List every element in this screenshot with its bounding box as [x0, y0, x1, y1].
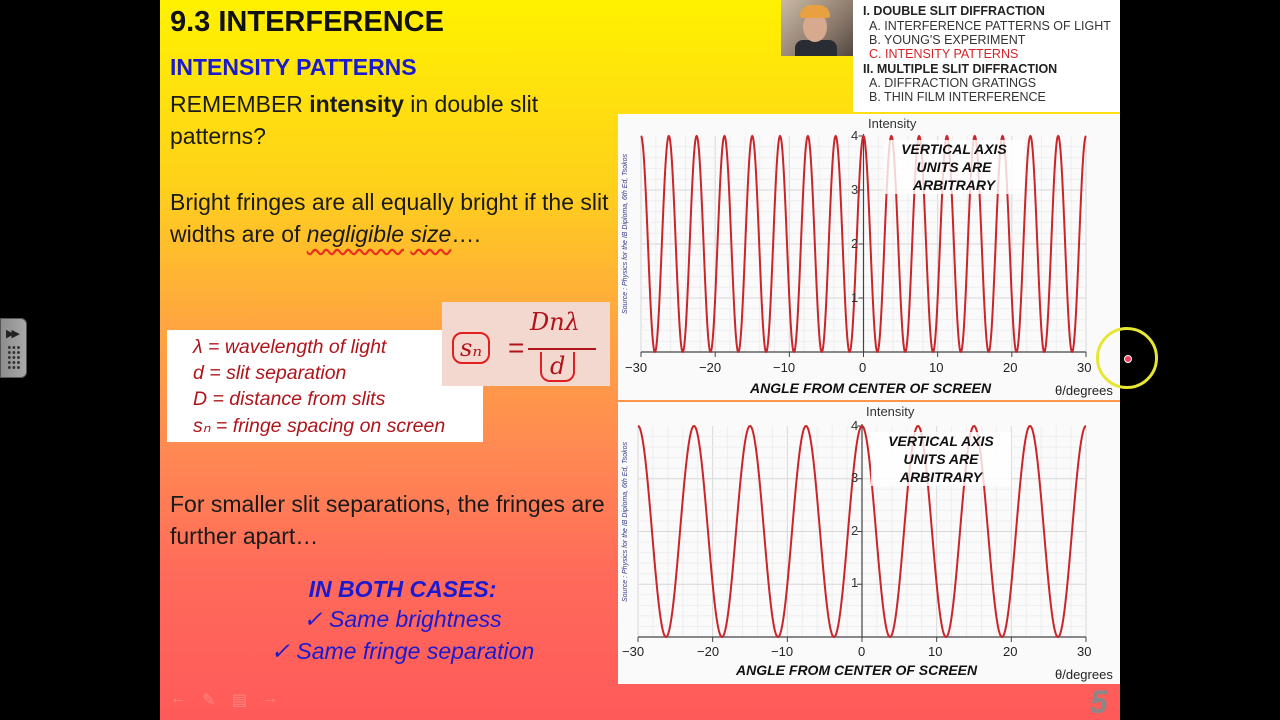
outline-item: B. THIN FILM INTERFERENCE: [869, 90, 1046, 104]
x-tick: 20: [1003, 360, 1018, 375]
x-axis-title: ANGLE FROM CENTER OF SCREEN: [736, 662, 978, 678]
x-tick: 30: [1077, 360, 1092, 375]
outline-item-active: C. INTENSITY PATTERNS: [869, 47, 1019, 61]
x-tick: 30: [1077, 644, 1092, 659]
y-axis-label: Intensity: [866, 404, 915, 419]
outline-item: II. MULTIPLE SLIT DIFFRACTION: [863, 62, 1058, 76]
pen-icon[interactable]: ✎: [202, 692, 216, 709]
cursor-pointer: [1124, 355, 1132, 363]
x-tick: −20: [697, 644, 720, 659]
definition-distance: D = distance from slits: [193, 388, 386, 410]
lesson-outline: I. DOUBLE SLIT DIFFRACTION A. INTERFEREN…: [853, 0, 1120, 112]
intensity-chart-narrow-fringes: Source : Physics for the IB Diploma, 6th…: [618, 114, 1120, 400]
chart-annotation: VERTICAL AXIS UNITS ARE ARBITRARY: [871, 432, 1011, 486]
y-tick: 2: [851, 523, 859, 538]
x-tick: 10: [929, 360, 944, 375]
x-axis-unit: θ/degrees: [1055, 383, 1113, 398]
outline-item: A. DIFFRACTION GRATINGS: [869, 76, 1037, 90]
y-tick: 3: [851, 470, 859, 485]
x-tick: 0: [859, 360, 867, 375]
x-axis-unit: θ/degrees: [1055, 667, 1113, 682]
chart-source: Source : Physics for the IB Diploma, 6th…: [622, 441, 629, 602]
fast-forward-icon[interactable]: ▶▶: [6, 328, 20, 340]
page-number: 5: [1090, 684, 1108, 720]
y-tick: 1: [851, 290, 859, 305]
x-tick: −20: [699, 360, 722, 375]
chart-plot: [640, 134, 1087, 357]
outline-item: A. INTERFERENCE PATTERNS OF LIGHT: [869, 19, 1111, 33]
outline-item: I. DOUBLE SLIT DIFFRACTION: [863, 4, 1045, 18]
formula-denominator: d: [540, 352, 576, 382]
grid-menu-icon[interactable]: [7, 345, 21, 369]
formula-numerator: Dnλ: [530, 308, 580, 336]
definition-slit-separation: d = slit separation: [193, 362, 347, 384]
smaller-separation-text: For smaller slit separations, the fringe…: [170, 491, 605, 549]
cursor-highlight: [1096, 327, 1158, 389]
fraction-bar: [528, 348, 596, 350]
x-tick: 0: [858, 644, 866, 659]
slide: 9.3 INTERFERENCE INTENSITY PATTERNS REME…: [160, 0, 1120, 720]
fringe-spacing-formula: sₙ = Dnλ d: [442, 302, 610, 386]
both-cases-item: ✓ Same fringe separation: [270, 638, 535, 664]
menu-icon[interactable]: ▤: [232, 692, 248, 709]
bright-fringes-text: Bright fringes are all equally bright if…: [170, 189, 609, 247]
intensity-chart-wide-fringes: Source : Physics for the IB Diploma, 6th…: [618, 402, 1120, 684]
y-tick: 3: [851, 182, 859, 197]
chart-annotation: VERTICAL AXIS UNITS ARE ARBITRARY: [884, 140, 1024, 194]
formula-lhs: sₙ: [452, 332, 491, 364]
x-tick: −30: [625, 360, 648, 375]
y-tick: 4: [851, 128, 859, 143]
y-tick: 4: [851, 418, 859, 433]
slide-subtitle: INTENSITY PATTERNS: [170, 54, 417, 80]
chart-plot: [637, 424, 1087, 642]
x-tick: −10: [771, 644, 794, 659]
formula-equals: =: [508, 332, 525, 363]
webcam-video: [781, 0, 853, 56]
slideshow-toolbar[interactable]: ▶▶: [0, 318, 27, 378]
both-cases-item: ✓ Same brightness: [303, 606, 502, 632]
remember-text: REMEMBER intensity in double slit patter…: [170, 91, 539, 149]
x-tick: 20: [1003, 644, 1018, 659]
definition-wavelength: λ = wavelength of light: [193, 336, 387, 358]
x-tick: −10: [773, 360, 796, 375]
definitions-box: λ = wavelength of light d = slit separat…: [167, 330, 483, 442]
x-axis-title: ANGLE FROM CENTER OF SCREEN: [750, 380, 992, 396]
next-slide-icon[interactable]: →: [262, 690, 278, 707]
definition-fringe-spacing: sₙ = fringe spacing on screen: [193, 415, 446, 437]
y-tick: 2: [851, 236, 859, 251]
chart-source: Source : Physics for the IB Diploma, 6th…: [622, 153, 629, 314]
slide-title: 9.3 INTERFERENCE: [170, 6, 444, 38]
both-cases-heading: IN BOTH CASES:: [308, 576, 497, 602]
outline-item: B. YOUNG'S EXPERIMENT: [869, 33, 1026, 47]
y-axis-label: Intensity: [868, 116, 917, 131]
x-tick: −30: [622, 644, 645, 659]
y-tick: 1: [851, 575, 859, 590]
previous-slide-icon[interactable]: ←: [170, 690, 186, 707]
x-tick: 10: [928, 644, 943, 659]
